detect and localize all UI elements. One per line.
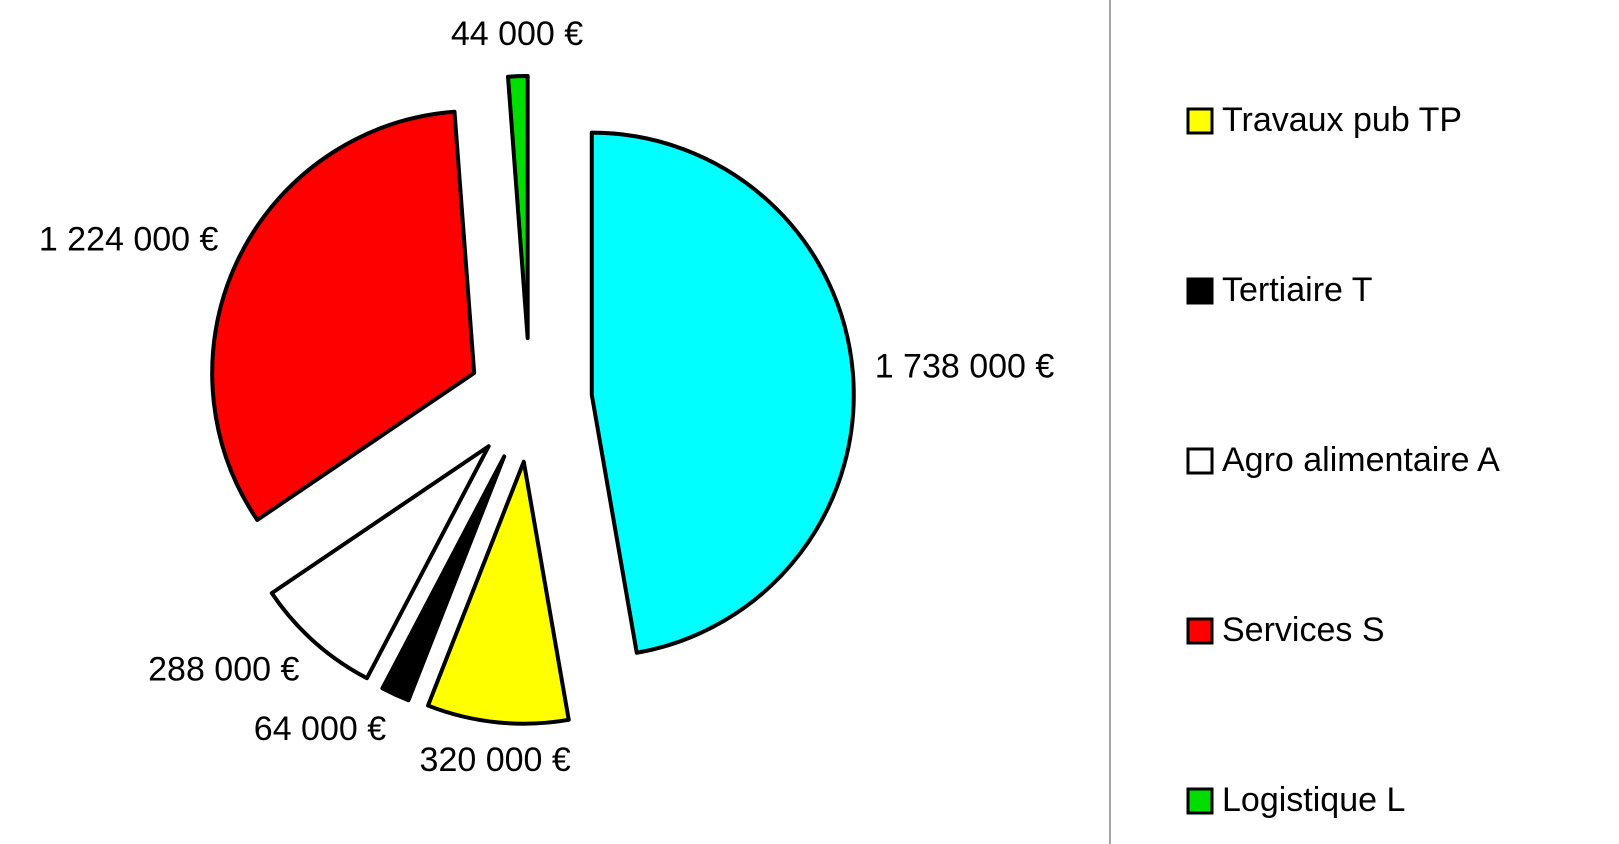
pie-slice (380, 454, 507, 703)
pie-slice (210, 109, 477, 522)
data-label: 64 000 € (254, 710, 386, 748)
legend-swatch (1186, 447, 1214, 475)
legend-label: Tertiaire T (1222, 271, 1373, 309)
pie-slice (426, 459, 571, 726)
pie-slice (505, 74, 530, 341)
legend-label: Agro alimentaire A (1222, 441, 1500, 479)
data-label: 1 738 000 € (875, 348, 1055, 386)
legend-label: Logistique L (1222, 781, 1405, 819)
legend-label: Travaux pub TP (1222, 101, 1462, 139)
data-label: 44 000 € (451, 15, 583, 53)
data-label: 1 224 000 € (39, 221, 219, 259)
data-label: 288 000 € (148, 650, 299, 688)
legend-swatch (1186, 107, 1214, 135)
legend-swatch (1186, 277, 1214, 305)
legend-label: Services S (1222, 611, 1385, 649)
legend-swatch (1186, 617, 1214, 645)
pie-slice (269, 444, 491, 681)
pie-slice (589, 130, 856, 655)
legend-swatch (1186, 787, 1214, 815)
data-label: 320 000 € (420, 741, 571, 779)
